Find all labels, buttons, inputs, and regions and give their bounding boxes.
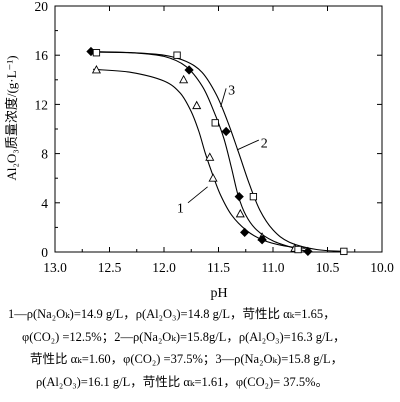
y-axis-label: Al₂O₃质量浓度/(g·L⁻¹) <box>4 55 19 180</box>
series-2-point <box>240 227 250 237</box>
series-3-point <box>173 51 181 59</box>
y-tick-label: 12 <box>35 97 49 112</box>
fitted-curves <box>87 50 344 252</box>
series-2-point <box>184 65 194 75</box>
y-tick-label: 4 <box>41 196 48 211</box>
y-tick-label: 20 <box>35 0 49 14</box>
y-tick-label: 16 <box>35 48 49 63</box>
curve-label-3: 3 <box>228 84 235 99</box>
series-3-point <box>294 245 302 254</box>
caption-line: 苛性比 αₖ=1.60，φ(CO₂) =37.5%；3—ρ(Na₂Oₖ)=15.… <box>30 352 344 366</box>
curve-labels: 1 2 3 <box>177 84 268 217</box>
series-1-point <box>192 100 202 110</box>
x-tick-label: 12.5 <box>98 260 122 275</box>
series-1-curve <box>93 68 306 249</box>
caption-line: φ(CO₂) =12.5%；2—ρ(Na₂Oₖ)=15.8g/L，ρ(Al₂O₃… <box>22 329 346 344</box>
caption-line: 1—ρ(Na₂Oₖ)=14.9 g/L，ρ(Al₂O₃)=14.8 g/L，苛性… <box>8 307 336 321</box>
series-1-point <box>179 74 189 84</box>
y-tick-label: 0 <box>41 245 48 260</box>
series-2-point <box>257 235 267 245</box>
y-tick-label: 8 <box>41 147 48 162</box>
series-2-point <box>234 192 244 202</box>
x-tick-label: 11.5 <box>207 260 230 275</box>
curve-label-leader <box>236 139 260 151</box>
caption-line: ρ(Al₂O₃)=16.1 g/L，苛性比 αₖ=1.61，φ(CO₂)= 37… <box>36 374 329 389</box>
series-3-point <box>340 247 348 256</box>
data-markers <box>86 46 348 257</box>
series-1-point <box>205 152 215 161</box>
series-3-point <box>211 119 219 127</box>
curve-label-leader <box>187 186 208 204</box>
series-2-point <box>221 126 231 137</box>
curve-label-1: 1 <box>177 202 184 217</box>
x-tick-label: 10.0 <box>370 260 394 275</box>
figure-caption: 1—ρ(Na₂Oₖ)=14.9 g/L，ρ(Al₂O₃)=14.8 g/L，苛性… <box>8 303 396 393</box>
x-axis-label: pH <box>210 286 227 300</box>
plot-frame <box>54 5 383 253</box>
series-3-point <box>249 192 258 201</box>
curve-label-2: 2 <box>261 137 268 152</box>
series-1-point <box>235 208 245 218</box>
series-3-point <box>92 49 101 57</box>
series-2-point <box>303 246 313 257</box>
series-1-point <box>91 65 101 74</box>
series-2-curve <box>87 50 309 252</box>
series-3-curve <box>93 51 344 252</box>
x-tick-label: 12.0 <box>152 260 176 275</box>
x-tick-label: 13.0 <box>43 260 67 275</box>
x-tick-label: 11.0 <box>261 260 284 275</box>
x-tick-label: 10.5 <box>316 260 340 275</box>
series-1-point <box>208 173 218 182</box>
curve-label-leader <box>220 88 227 107</box>
